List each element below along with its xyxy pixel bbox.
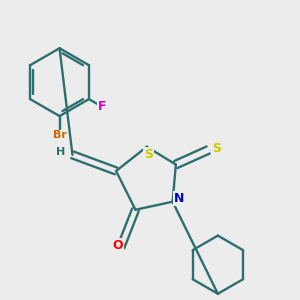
Text: O: O <box>112 239 123 252</box>
Text: S: S <box>144 148 153 161</box>
Text: Br: Br <box>52 130 67 140</box>
Text: S: S <box>212 142 221 155</box>
Text: F: F <box>98 100 106 113</box>
Text: N: N <box>174 192 184 205</box>
Text: H: H <box>56 147 65 157</box>
